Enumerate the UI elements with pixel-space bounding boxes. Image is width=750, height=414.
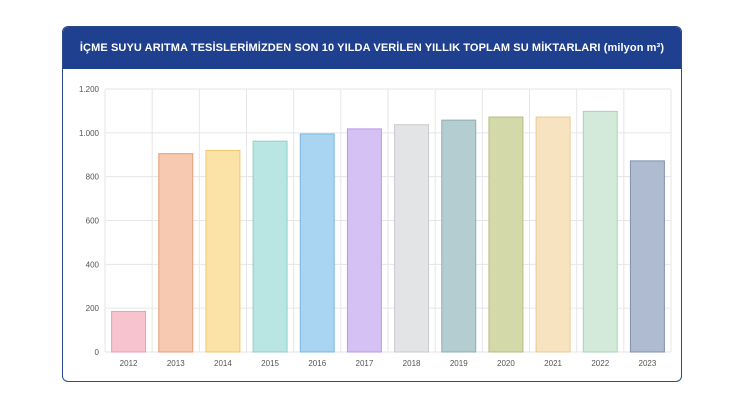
x-tick-label: 2018 [403,359,421,368]
bar-2023 [629,160,665,353]
bar-2020 [488,116,524,353]
x-tick-label: 2020 [497,359,515,368]
x-tick-label: 2019 [450,359,468,368]
x-tick-label: 2013 [167,359,185,368]
x-tick-label: 2012 [120,359,138,368]
y-tick-label: 600 [86,217,100,226]
bar-2016 [299,133,335,353]
bar-2018 [394,124,430,353]
y-tick-label: 0 [95,348,100,357]
y-tick-label: 400 [86,260,100,269]
chart-card: İÇME SUYU ARITMA TESİSLERİMİZDEN SON 10 … [62,26,682,382]
x-tick-label: 2015 [261,359,279,368]
bar-2015 [252,140,288,353]
y-tick-label: 1.000 [79,129,100,138]
bar-2012 [111,310,147,353]
y-tick-label: 800 [86,173,100,182]
x-tick-label: 2021 [544,359,562,368]
bar-2022 [582,110,618,353]
bar-2013 [158,153,194,353]
x-tick-label: 2016 [308,359,326,368]
y-tick-label: 1.200 [79,85,100,94]
bar-chart: 0 200 400 600 800 1.000 1.200 2012 2013 2014 2015 2… [79,85,672,368]
x-tick-label: 2023 [639,359,657,368]
x-tick-label: 2022 [591,359,609,368]
bar-2017 [346,128,382,353]
x-tick-label: 2017 [356,359,374,368]
chart-title: İÇME SUYU ARITMA TESİSLERİMİZDEN SON 10 … [79,42,665,54]
bar-2019 [441,119,477,353]
y-tick-label: 200 [86,304,100,313]
bar-2014 [205,149,241,353]
x-tick-label: 2014 [214,359,232,368]
chart-header: İÇME SUYU ARITMA TESİSLERİMİZDEN SON 10 … [63,27,681,69]
bar-2021 [535,116,571,353]
